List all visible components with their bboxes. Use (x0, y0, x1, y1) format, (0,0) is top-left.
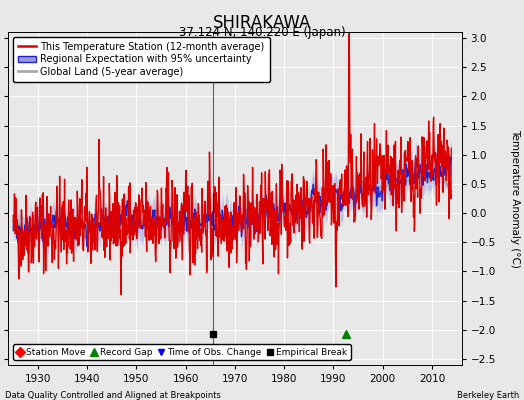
Legend: Station Move, Record Gap, Time of Obs. Change, Empirical Break: Station Move, Record Gap, Time of Obs. C… (13, 344, 351, 360)
Text: Data Quality Controlled and Aligned at Breakpoints: Data Quality Controlled and Aligned at B… (5, 391, 221, 400)
Text: 37.124 N, 140.220 E (Japan): 37.124 N, 140.220 E (Japan) (179, 26, 345, 39)
Text: Berkeley Earth: Berkeley Earth (456, 391, 519, 400)
Text: SHIRAKAWA: SHIRAKAWA (213, 14, 311, 32)
Y-axis label: Temperature Anomaly (°C): Temperature Anomaly (°C) (510, 129, 520, 268)
